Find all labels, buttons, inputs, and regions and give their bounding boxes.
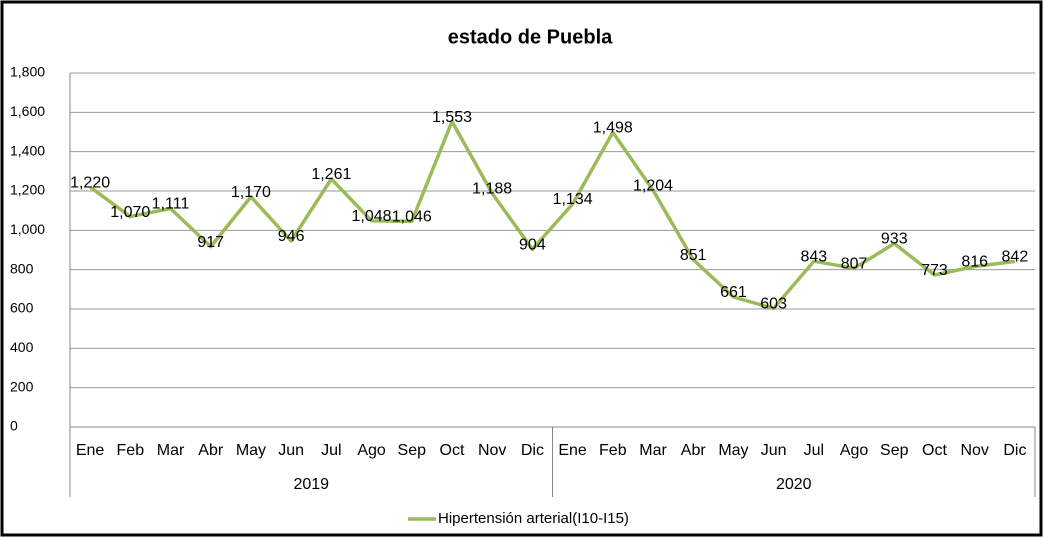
x-tick-label: Sep: [398, 442, 427, 459]
data-label: 1,048: [352, 208, 392, 225]
data-label: 1,134: [553, 191, 593, 208]
x-tick-label: Ago: [840, 442, 869, 459]
y-tick-label: 1,000: [10, 221, 45, 237]
x-tick-label: Ago: [357, 442, 386, 459]
data-label: 851: [680, 247, 707, 264]
series-line: [89, 119, 1016, 311]
x-tick-label: May: [718, 442, 748, 459]
x-tick-label: Jul: [804, 442, 824, 459]
data-label: 1,170: [231, 184, 271, 201]
data-label: 933: [881, 231, 908, 248]
x-tick-label: Dic: [521, 442, 544, 459]
y-tick-label: 400: [10, 339, 34, 355]
x-tick-label: Abr: [681, 442, 707, 459]
y-tick-label: 800: [10, 260, 34, 276]
x-tick-label: Feb: [117, 442, 145, 459]
data-label: 816: [961, 254, 988, 271]
data-label: 603: [760, 296, 787, 313]
legend-label: Hipertensión arterial(I10-I15): [438, 510, 629, 527]
data-label: 1,046: [392, 209, 432, 226]
x-tick-label: Oct: [440, 442, 465, 459]
x-tick-label: Sep: [880, 442, 909, 459]
data-label: 1,553: [432, 109, 472, 126]
y-tick-label: 200: [10, 378, 34, 394]
x-tick-label: May: [236, 442, 266, 459]
data-label: 917: [197, 234, 224, 251]
data-label: 1,498: [593, 120, 633, 137]
x-tick-label: Jul: [321, 442, 341, 459]
x-tick-label: Nov: [478, 442, 506, 459]
data-label: 1,261: [311, 166, 351, 183]
y-tick-label: 1,800: [10, 64, 45, 80]
data-label: 904: [519, 236, 546, 253]
y-tick-label: 1,600: [10, 103, 45, 119]
x-tick-label: Feb: [599, 442, 627, 459]
y-tick-label: 0: [10, 418, 18, 434]
data-label: 807: [841, 256, 868, 273]
data-label: 1,070: [110, 204, 150, 221]
data-label: 1,220: [70, 174, 110, 191]
x-tick-label: Mar: [157, 442, 185, 459]
data-label: 1,188: [472, 181, 512, 198]
data-label: 773: [921, 262, 948, 279]
x-tick-label: Ene: [558, 442, 587, 459]
y-tick-label: 1,400: [10, 142, 45, 158]
data-label: 946: [278, 228, 305, 245]
x-tick-label: Mar: [639, 442, 667, 459]
data-label: 661: [720, 284, 747, 301]
x-tick-label: Jun: [278, 442, 304, 459]
y-tick-label: 600: [10, 300, 34, 316]
x-tick-label: Nov: [960, 442, 988, 459]
group-label: 2019: [293, 476, 329, 493]
data-label: 1,204: [633, 177, 673, 194]
x-tick-label: Oct: [922, 442, 947, 459]
data-label: 1,111: [152, 196, 190, 213]
x-tick-label: Jun: [761, 442, 787, 459]
data-label: 842: [1002, 249, 1029, 266]
group-label: 2020: [776, 476, 812, 493]
x-tick-label: Dic: [1003, 442, 1026, 459]
x-tick-label: Ene: [76, 442, 105, 459]
y-tick-label: 1,200: [10, 182, 45, 198]
x-tick-label: Abr: [198, 442, 224, 459]
data-label: 843: [801, 248, 828, 265]
chart-title: estado de Puebla: [448, 26, 613, 48]
